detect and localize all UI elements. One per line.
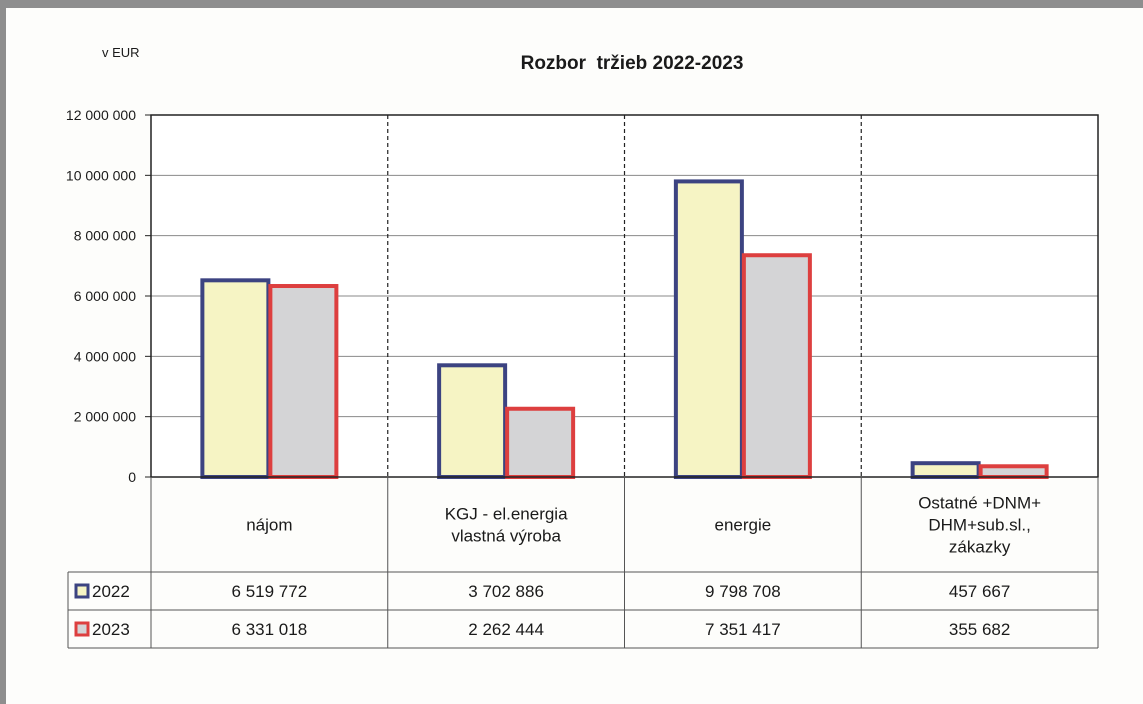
value-label-2022-1: 3 702 886 <box>468 582 544 601</box>
legend-label-2023: 2023 <box>92 620 130 639</box>
legend-key-2022 <box>74 583 90 599</box>
category-label-0: nájom <box>246 516 292 535</box>
legend-key-2023 <box>74 621 90 637</box>
bar-2023-0 <box>268 284 339 479</box>
category-label-2: energie <box>715 516 772 535</box>
value-label-2023-1: 2 262 444 <box>468 620 544 639</box>
data-table: nájom KGJ - el.energia vlastná výroba energ… <box>67 477 1099 649</box>
y-tick-label: 4 000 000 <box>74 348 136 364</box>
chart-title: Rozbor tržieb 2022-2023 <box>521 53 744 74</box>
bar-2022-2 <box>673 179 744 479</box>
bar-2022-1 <box>437 363 508 479</box>
value-label-2022-3: 457 667 <box>949 582 1010 601</box>
bar-2023-3 <box>978 464 1049 480</box>
category-label-1: KGJ - el.energia vlastná výroba <box>445 505 568 546</box>
unit-label: v EUR <box>102 45 140 60</box>
value-label-2022-2: 9 798 708 <box>705 582 781 601</box>
value-label-2023-2: 7 351 417 <box>705 620 781 639</box>
bar-2023-2 <box>741 253 812 479</box>
y-tick-label: 12 000 000 <box>66 107 136 123</box>
legend-label-2022: 2022 <box>92 582 130 601</box>
category-label-3: Ostatné +DNM+ DHM+sub.sl., zákazky <box>918 494 1041 557</box>
y-tick-label: 10 000 000 <box>66 167 136 183</box>
y-tick-label: 2 000 000 <box>74 409 136 425</box>
y-tick-label: 6 000 000 <box>74 288 136 304</box>
value-label-2023-0: 6 331 018 <box>232 620 308 639</box>
y-tick-label: 0 <box>128 469 136 485</box>
bars <box>200 179 1049 480</box>
bar-2022-3 <box>910 461 981 480</box>
value-label-2022-0: 6 519 772 <box>232 582 308 601</box>
y-tick-label: 8 000 000 <box>74 228 136 244</box>
bar-2022-0 <box>200 278 271 480</box>
bar-2023-1 <box>505 406 576 479</box>
value-label-2023-3: 355 682 <box>949 620 1010 639</box>
